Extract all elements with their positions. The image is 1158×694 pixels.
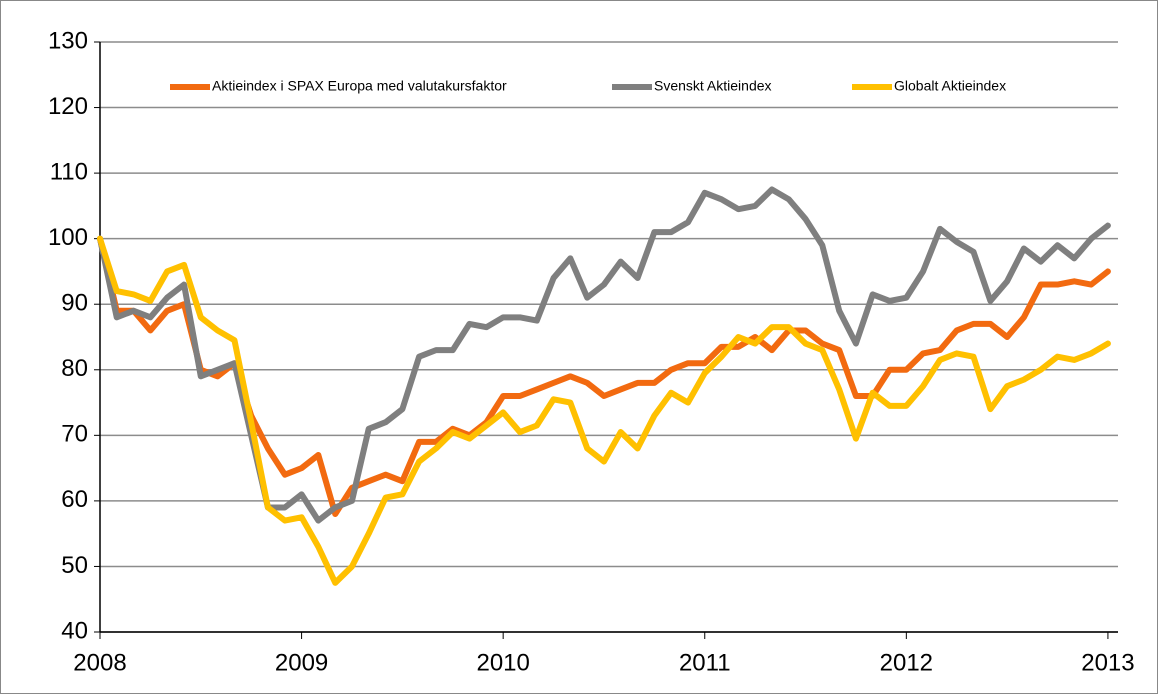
x-tick-label: 2011 xyxy=(679,649,731,676)
x-tick-label: 2008 xyxy=(73,649,126,676)
y-tick-label: 40 xyxy=(61,617,88,644)
y-tick-label: 60 xyxy=(61,486,88,513)
legend-label: Svenskt Aktieindex xyxy=(654,78,772,94)
y-tick-label: 120 xyxy=(48,93,88,120)
y-tick-label: 50 xyxy=(61,552,88,579)
y-tick-label: 110 xyxy=(50,158,88,185)
x-tick-label: 2009 xyxy=(275,649,328,676)
legend-label: Aktieindex i SPAX Europa med valutakursf… xyxy=(212,78,507,94)
y-tick-label: 90 xyxy=(61,290,88,317)
x-tick-label: 2012 xyxy=(880,649,933,676)
legend-label: Globalt Aktieindex xyxy=(894,78,1006,94)
x-tick-label: 2010 xyxy=(476,649,529,676)
y-tick-label: 70 xyxy=(61,421,88,448)
series-line xyxy=(97,235,1111,517)
series-line xyxy=(97,235,1111,586)
y-tick-label: 100 xyxy=(48,224,88,251)
y-tick-label: 80 xyxy=(61,355,88,382)
x-tick-label: 2013 xyxy=(1081,649,1134,676)
y-tick-label: 130 xyxy=(48,27,88,54)
